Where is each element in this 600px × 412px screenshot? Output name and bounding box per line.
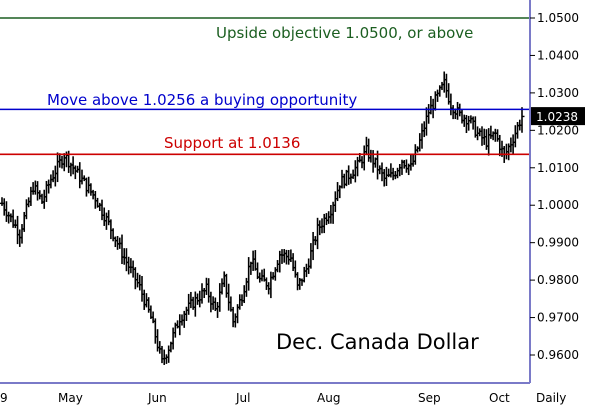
price-axis: 1.0500 1.0400 1.0300 1.0200 1.0100 1.0000 0.99… — [530, 11, 579, 362]
y-tick-label: 1.0400 — [537, 48, 579, 62]
reference-label-objective: Upside objective 1.0500, or above — [216, 24, 473, 42]
x-tick-label: Oct — [489, 391, 510, 405]
x-tick-label: Sep — [418, 391, 441, 405]
y-tick-label: 1.0200 — [537, 123, 579, 137]
x-tick-label: May — [58, 391, 83, 405]
y-tick-label: 1.0300 — [537, 86, 579, 100]
y-tick-label: 0.9900 — [537, 236, 579, 250]
last-price-box — [531, 107, 585, 126]
reference-label-support: Support at 1.0136 — [164, 134, 300, 152]
y-tick-label: 0.9700 — [537, 311, 579, 325]
y-tick-label: 1.0000 — [537, 198, 579, 212]
y-tick-label: 0.9600 — [537, 348, 579, 362]
last-price-label: 1.0238 — [536, 110, 578, 124]
y-tick-label: 1.0500 — [537, 11, 579, 25]
reference-label-buy: Move above 1.0256 a buying opportunity — [47, 91, 357, 109]
ohlc-bar — [519, 107, 525, 133]
last-price-marker: 1.0238 — [531, 107, 585, 126]
y-tick-label: 1.0100 — [537, 161, 579, 175]
y-tick-label: 0.9800 — [537, 273, 579, 287]
x-tick-label: Jun — [147, 391, 167, 405]
x-period-label: Daily — [536, 391, 566, 405]
chart-title: Dec. Canada Dollar — [276, 330, 479, 354]
reference-lines: Upside objective 1.0500, or above Move ab… — [0, 17, 530, 156]
x-tick-label: Aug — [317, 391, 340, 405]
price-bars — [0, 71, 525, 365]
x-tick-label: 9 — [0, 391, 8, 405]
time-axis: 9 May Jun Jul Aug Sep Oct Daily — [0, 391, 566, 405]
x-tick-label: Jul — [235, 391, 250, 405]
